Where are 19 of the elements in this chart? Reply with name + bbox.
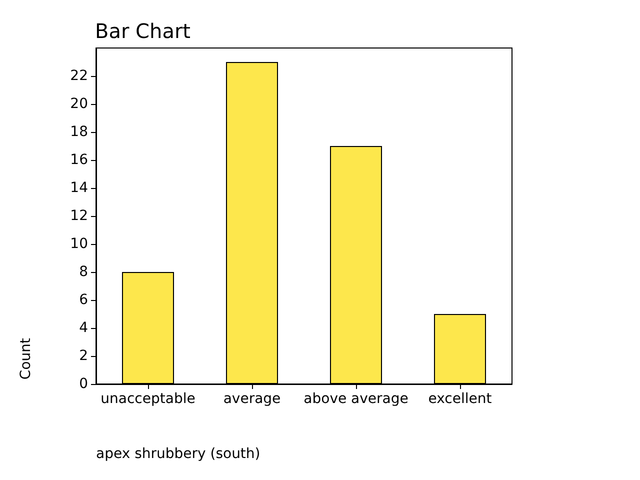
y-tick-label: 16	[70, 152, 88, 168]
y-tick-label: 2	[79, 348, 88, 364]
y-tick-label: 20	[70, 96, 88, 112]
y-tick-label: 4	[79, 320, 88, 336]
x-tick-label: above average	[304, 391, 408, 407]
x-tick-label: unacceptable	[100, 391, 196, 407]
chart-title: Bar Chart	[95, 19, 191, 43]
y-tick-label: 8	[79, 264, 88, 280]
y-tick-label: 6	[79, 292, 88, 308]
x-axis-title: apex shrubbery (south)	[96, 446, 260, 462]
y-tick-label: 10	[70, 236, 88, 252]
x-tick-label: excellent	[428, 391, 492, 407]
y-tick-label: 12	[70, 208, 88, 224]
y-axis-title: Count	[18, 337, 34, 380]
y-tick-label: 22	[70, 68, 88, 84]
y-tick-label: 0	[79, 376, 88, 392]
y-tick-label: 14	[70, 180, 88, 196]
y-tick-label: 18	[70, 124, 88, 140]
x-tick-label: average	[223, 391, 281, 407]
